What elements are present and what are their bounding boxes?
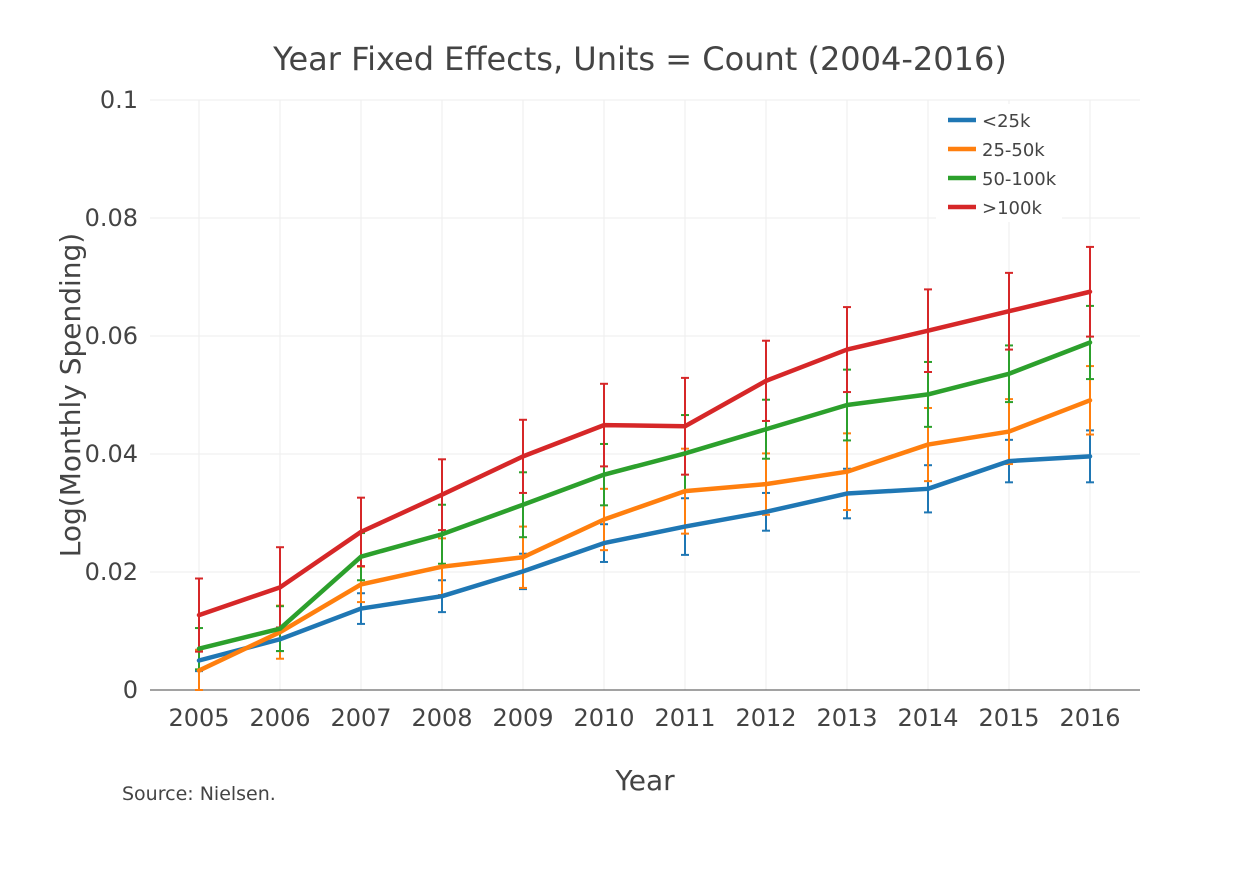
y-tick-label: 0.1 (100, 86, 138, 114)
legend-item[interactable]: 50-100k (948, 169, 1057, 190)
x-tick-label: 2015 (978, 704, 1039, 732)
x-tick-label: 2006 (249, 704, 310, 732)
x-tick-label: 2013 (816, 704, 877, 732)
x-tick-label: 2014 (897, 704, 958, 732)
legend-item[interactable]: >100k (948, 198, 1042, 219)
y-tick-label: 0.08 (85, 204, 138, 232)
legend-item[interactable]: <25k (948, 111, 1031, 132)
y-tick-label: 0.04 (85, 440, 138, 468)
series-group (195, 304, 1094, 671)
x-tick-label: 2010 (573, 704, 634, 732)
series-line (196, 340, 1093, 651)
legend-label: <25k (982, 111, 1031, 132)
x-axis-ticks: 2005 2006 2007 2008 2009 2010 2011 2012 2013 2014… (168, 704, 1120, 732)
legend-label: 50-100k (982, 169, 1057, 190)
legend-background (936, 104, 1062, 222)
y-tick-label: 0.06 (85, 322, 138, 350)
source-note: Source: Nielsen. (122, 783, 276, 805)
chart-title: Year Fixed Effects, Units = Count (2004-… (272, 40, 1007, 78)
x-tick-label: 2009 (492, 704, 553, 732)
x-tick-label: 2007 (330, 704, 391, 732)
series-line (196, 454, 1093, 663)
series-line (196, 398, 1093, 673)
legend-item[interactable]: 25-50k (948, 140, 1045, 161)
legend-label: 25-50k (982, 140, 1045, 161)
series-line (196, 289, 1093, 618)
y-axis-label: Log(Monthly Spending) (54, 233, 87, 557)
legend-label: >100k (982, 198, 1042, 219)
x-tick-label: 2005 (168, 704, 229, 732)
series-group (195, 245, 1094, 653)
x-tick-label: 2011 (654, 704, 715, 732)
x-tick-label: 2008 (411, 704, 472, 732)
legend: <25k 25-50k 50-100k >100k (936, 104, 1062, 222)
y-axis-ticks: 0 0.02 0.04 0.06 0.08 0.1 (85, 86, 138, 704)
y-tick-label: 0 (123, 676, 138, 704)
x-tick-label: 2012 (735, 704, 796, 732)
x-tick-label: 2016 (1059, 704, 1120, 732)
series-group (195, 365, 1094, 691)
plot-area (195, 245, 1094, 691)
x-axis-label: Year (614, 764, 675, 797)
y-tick-label: 0.02 (85, 558, 138, 586)
